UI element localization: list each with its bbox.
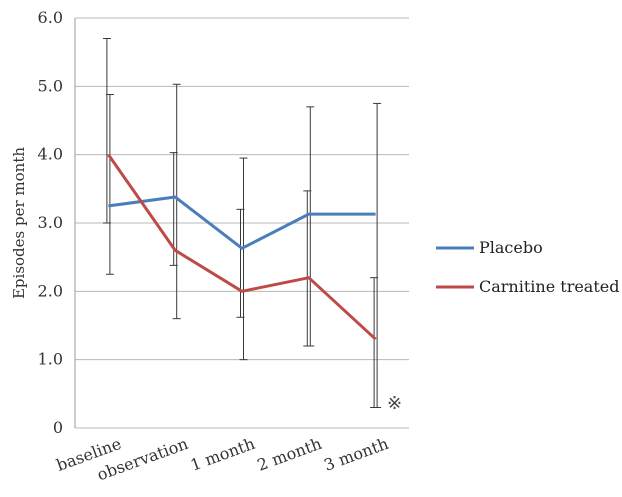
x-tick-label: 3 month: [321, 434, 391, 475]
y-tick-label: 6.0: [38, 8, 63, 27]
y-tick-label: 4.0: [38, 145, 63, 164]
y-tick-label: 2.0: [38, 281, 63, 300]
y-tick-label: 1.0: [38, 350, 63, 369]
y-axis-title: Episodes per month: [10, 147, 28, 299]
series-lines: [107, 153, 377, 341]
series-line-placebo: [108, 195, 376, 250]
y-tick-label: 5.0: [38, 76, 63, 95]
legend: Placebo Carnitine treated: [436, 238, 619, 296]
legend-label: Carnitine treated: [479, 277, 619, 296]
grid-lines: [75, 17, 409, 429]
y-tick-label: 0: [53, 418, 63, 437]
x-tick-label: 1 month: [188, 434, 258, 475]
x-tick-label: 2 month: [255, 434, 325, 475]
significance-marker: ※: [387, 393, 402, 414]
series-line-carnitine-treated: [107, 153, 377, 341]
y-tick-label: 3.0: [38, 213, 63, 232]
y-axis: 0 1.0 2.0 3.0 4.0 5.0 6.0: [38, 8, 76, 437]
legend-label: Placebo: [479, 238, 543, 257]
